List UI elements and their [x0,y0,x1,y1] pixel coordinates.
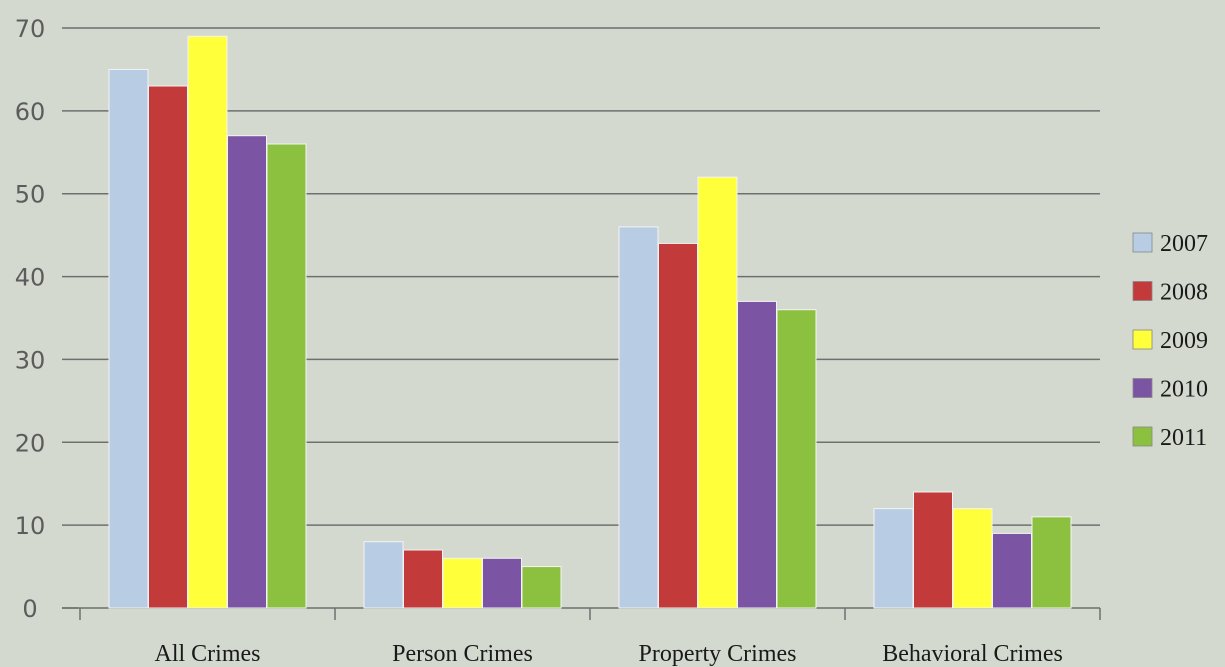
bar-2008-property-crimes [658,242,698,609]
legend-label-2009: 2009 [1160,328,1208,354]
bar-2010-behavioral-crimes [992,532,1032,609]
legend-swatch-2011 [1132,426,1153,447]
bar-2007-property-crimes [618,226,659,609]
legend-swatch-2009 [1132,329,1153,350]
y-tick-label: 60 [15,98,46,126]
y-tick-label: 40 [15,264,46,292]
legend-label-2007: 2007 [1160,231,1208,257]
bar-2010-person-crimes [482,557,522,609]
bar-2011-property-crimes [776,309,817,609]
legend-label-2008: 2008 [1160,280,1208,306]
bar-2009-behavioral-crimes [952,508,993,609]
y-tick-label: 20 [15,429,46,457]
bar-2007-all-crimes [108,68,149,609]
bars [108,35,1072,609]
bar-2010-property-crimes [737,300,777,609]
bar-2010-all-crimes [227,135,267,609]
legend: 2007 2008 2009 2010 2011 [1132,231,1208,451]
y-axis-ticks: 0 10 20 30 40 50 60 70 [15,15,46,623]
bar-2007-person-crimes [363,541,404,609]
legend-label-2010: 2010 [1160,377,1208,403]
bar-2011-person-crimes [521,566,562,609]
y-tick-label: 70 [15,15,46,43]
bar-2009-person-crimes [442,557,483,609]
legend-swatch-2008 [1132,281,1153,301]
x-axis-ticks: All Crimes Person Crimes Property Crimes Be… [155,641,1063,667]
axes [62,607,1101,620]
bar-2008-person-crimes [403,549,443,609]
y-tick-label: 50 [15,181,46,209]
y-tick-label: 30 [15,346,46,374]
legend-swatch-2010 [1132,378,1153,398]
legend-label-2011: 2011 [1160,425,1207,451]
bar-2009-all-crimes [187,35,228,609]
y-tick-label: 10 [15,512,46,540]
bar-2007-behavioral-crimes [873,508,914,609]
bar-2008-behavioral-crimes [913,491,953,609]
x-tick-label: Person Crimes [392,641,533,667]
bar-2009-property-crimes [697,176,738,609]
x-tick-label: Property Crimes [639,641,797,667]
bar-2011-behavioral-crimes [1031,516,1072,609]
bar-2008-all-crimes [148,85,188,609]
x-tick-label: Behavioral Crimes [882,641,1063,667]
bar-2011-all-crimes [266,143,307,609]
legend-swatch-2007 [1132,232,1153,253]
y-tick-label: 0 [22,595,37,623]
x-tick-label: All Crimes [155,641,261,667]
